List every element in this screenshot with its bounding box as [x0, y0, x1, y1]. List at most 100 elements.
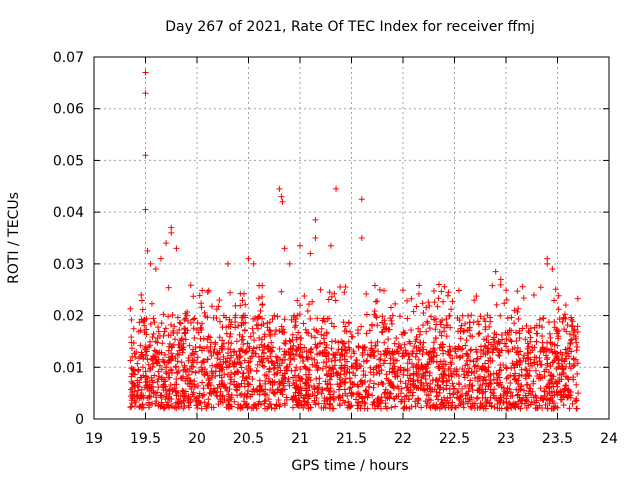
data-point — [373, 369, 380, 376]
data-point — [424, 360, 431, 367]
data-point — [430, 401, 437, 408]
data-point — [225, 339, 232, 346]
data-point — [420, 386, 427, 393]
data-point — [185, 357, 192, 364]
data-point — [238, 404, 245, 411]
data-point — [504, 385, 511, 392]
data-point — [265, 378, 272, 385]
data-point — [440, 386, 447, 393]
data-point — [152, 400, 159, 407]
data-point — [475, 321, 482, 328]
data-point — [329, 393, 336, 400]
data-point — [260, 350, 267, 357]
data-point — [532, 367, 539, 374]
data-point — [337, 365, 344, 372]
data-point — [446, 386, 453, 393]
data-point — [131, 397, 138, 404]
data-point — [137, 342, 144, 349]
data-point — [272, 353, 279, 360]
data-point — [194, 354, 201, 361]
data-point — [158, 394, 165, 401]
data-point — [471, 400, 478, 407]
data-point — [503, 343, 510, 350]
data-point — [447, 359, 454, 366]
data-point — [560, 315, 567, 322]
data-point — [408, 326, 415, 333]
data-point — [410, 371, 417, 378]
data-point — [300, 357, 307, 364]
data-point — [228, 319, 235, 326]
data-point — [127, 305, 134, 312]
data-point — [424, 368, 431, 375]
data-point — [526, 329, 533, 336]
data-point — [184, 309, 191, 316]
data-point — [413, 350, 420, 357]
data-point — [348, 363, 355, 370]
data-point — [396, 313, 403, 320]
data-point — [501, 340, 508, 347]
data-point — [515, 315, 522, 322]
data-point — [565, 386, 572, 393]
data-point — [555, 376, 562, 383]
data-point — [356, 362, 363, 369]
data-point — [389, 320, 396, 327]
data-point — [567, 337, 574, 344]
data-point — [169, 353, 176, 360]
data-point — [574, 328, 581, 335]
data-point — [526, 367, 533, 374]
data-point — [220, 340, 227, 347]
data-point — [204, 382, 211, 389]
data-point — [537, 348, 544, 355]
data-point — [187, 378, 194, 385]
data-point — [461, 374, 468, 381]
data-point — [208, 404, 215, 411]
data-point — [381, 339, 388, 346]
data-point — [169, 403, 176, 410]
data-point — [168, 350, 175, 357]
data-point — [498, 405, 505, 412]
data-point — [171, 323, 178, 330]
data-point — [192, 348, 199, 355]
data-point — [388, 317, 395, 324]
data-point — [225, 323, 232, 330]
data-point — [543, 366, 550, 373]
data-point — [402, 329, 409, 336]
data-point — [514, 309, 521, 316]
data-point — [128, 365, 135, 372]
data-point — [341, 328, 348, 335]
data-point — [378, 367, 385, 374]
data-point — [130, 325, 137, 332]
data-point — [173, 245, 180, 252]
data-point — [237, 353, 244, 360]
data-point — [142, 152, 149, 159]
data-point — [561, 311, 568, 318]
data-point — [186, 404, 193, 411]
data-point — [480, 365, 487, 372]
data-point — [303, 348, 310, 355]
data-point — [158, 320, 165, 327]
data-point — [391, 363, 398, 370]
data-point — [360, 358, 367, 365]
data-point — [315, 389, 322, 396]
data-point — [253, 344, 260, 351]
data-point — [291, 381, 298, 388]
data-point — [239, 373, 246, 380]
data-point — [422, 375, 429, 382]
data-point — [315, 364, 322, 371]
data-point — [226, 361, 233, 368]
data-point — [386, 390, 393, 397]
data-point — [412, 338, 419, 345]
data-point — [438, 321, 445, 328]
data-point — [379, 328, 386, 335]
data-point — [190, 389, 197, 396]
data-point — [374, 338, 381, 345]
data-point — [312, 334, 319, 341]
data-point — [525, 372, 532, 379]
data-point — [190, 363, 197, 370]
data-point — [559, 318, 566, 325]
data-point — [324, 315, 331, 322]
data-point — [274, 313, 281, 320]
data-point — [150, 330, 157, 337]
data-point — [431, 386, 438, 393]
data-point — [392, 403, 399, 410]
